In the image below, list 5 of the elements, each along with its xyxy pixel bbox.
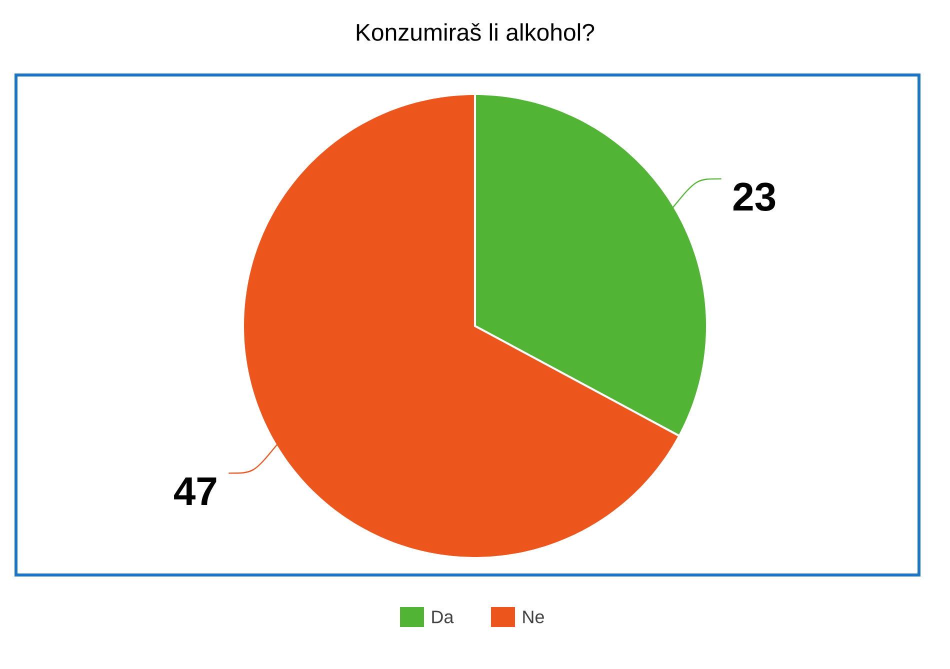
legend-label: Da [432,610,454,624]
data-label: 47 [174,477,216,505]
chart-title: Konzumiraš li alkohol? [356,23,594,41]
legend-label: Ne [523,610,544,624]
data-label: 23 [733,182,776,211]
